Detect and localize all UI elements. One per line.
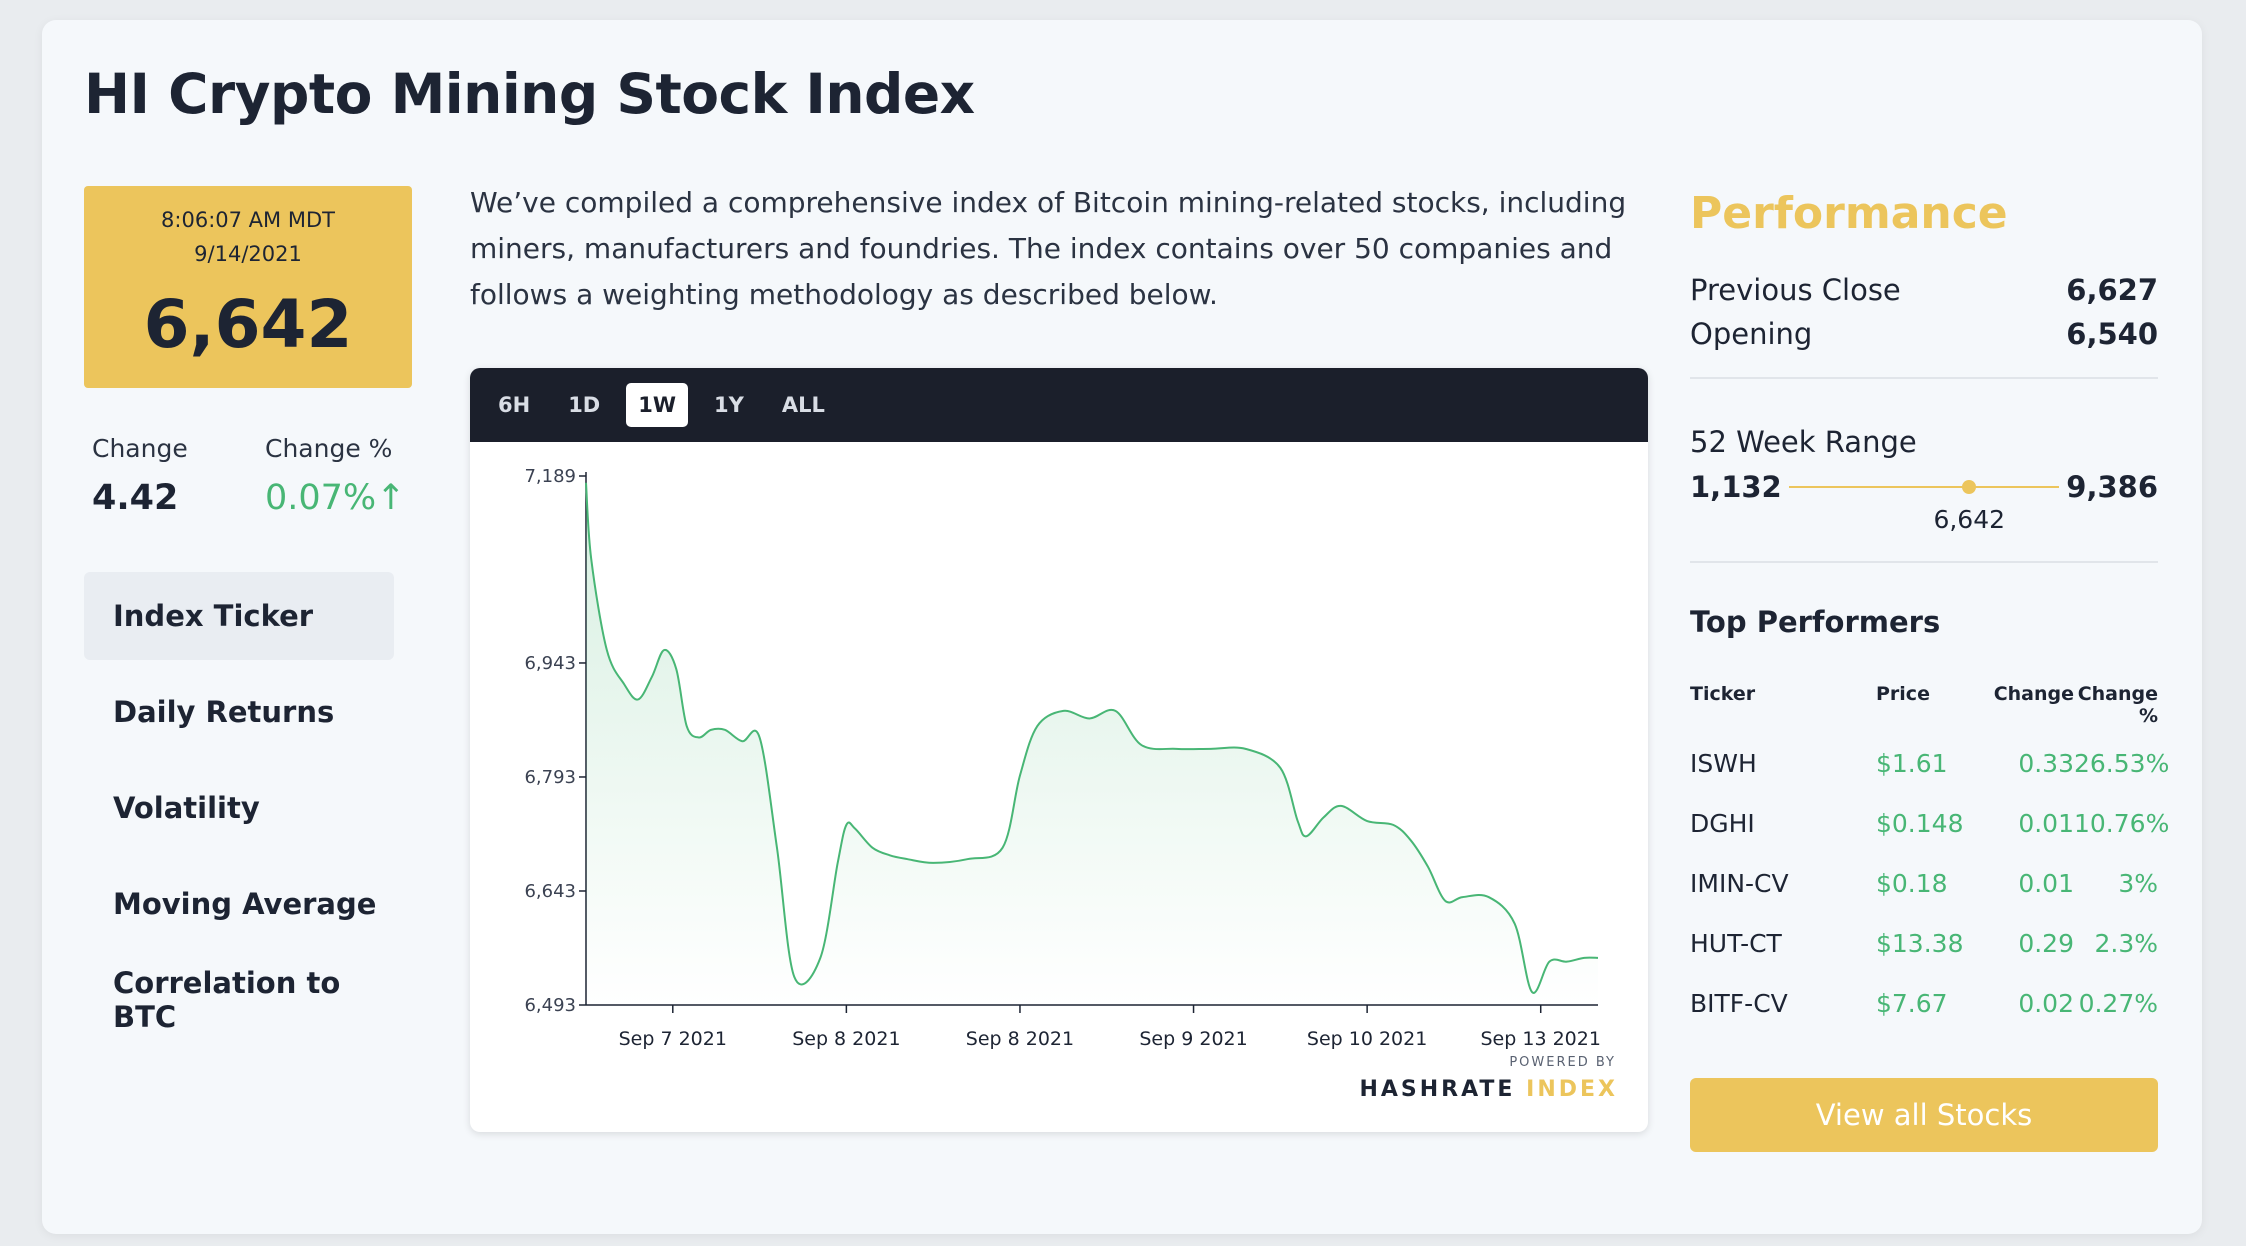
opening-row: Opening 6,540 [1690,317,2158,351]
change-cell: 0.33 [2018,748,2074,778]
y-tick-label: 6,643 [524,881,576,902]
range-low: 1,132 [1690,470,1782,504]
change-pct-cell: 0.27% [2078,988,2158,1018]
y-tick-label: 7,189 [524,466,576,487]
x-tick-label: Sep 8 2021 [966,1028,1074,1050]
change-cell: 0.02 [2018,988,2074,1018]
ticker-cell: IMIN-CV [1690,868,1789,898]
timeframe-1w-button[interactable]: 1W [626,383,689,427]
arrow-up-icon: ↑ [376,478,406,518]
col-ticker: Ticker [1690,683,1756,705]
powered-by-label: POWERED BY [1509,1055,1616,1070]
divider [1690,377,2158,379]
change-pct-text: 0.07% [265,478,377,518]
y-tick-label: 6,943 [524,653,576,674]
nav-item-index-ticker[interactable]: Index Ticker [84,572,394,660]
y-tick-label: 6,493 [524,995,576,1016]
chart-panel: 6H 1D 1W 1Y ALL 7,189 6,943 6,793 6,643 6,49… [470,368,1648,1132]
timeframe-1y-button[interactable]: 1Y [714,393,744,417]
change-pct-cell: 3% [2118,868,2158,898]
nav-item-volatility[interactable]: Volatility [113,791,260,825]
price-value: 6,642 [143,286,353,363]
x-tick-label: Sep 9 2021 [1139,1028,1247,1050]
timeframe-all-button[interactable]: ALL [781,393,825,417]
chart-series-line [585,482,1599,994]
timeframe-toolbar: 6H 1D 1W 1Y ALL [470,368,1648,442]
timeframe-6h-button[interactable]: 6H [498,393,531,417]
price-cell: $7.67 [1876,988,1948,1018]
x-tick-label: Sep 13 2021 [1481,1028,1601,1050]
price-date: 9/14/2021 [194,242,302,266]
timeframe-1d-button[interactable]: 1D [568,393,601,417]
range-marker [1962,480,1977,494]
performance-title: Performance [1690,188,2008,239]
chart-area-fill [586,482,1598,1005]
col-change-pct: Change % [2077,683,2158,727]
previous-close-value: 6,627 [2066,273,2158,307]
col-price: Price [1876,683,1930,705]
change-pct-value: 0.07%↑ [265,478,406,518]
previous-close-label: Previous Close [1690,273,1901,307]
ticker-cell: BITF-CV [1690,988,1788,1018]
range-high: 9,386 [2066,470,2158,504]
brand-main: HASHRATE [1359,1077,1516,1102]
table-row[interactable]: BITF-CV $7.67 0.02 0.27% [1690,973,2158,1033]
y-tick-label: 6,793 [524,767,576,788]
ticker-cell: ISWH [1690,748,1757,778]
ticker-cell: DGHI [1690,808,1755,838]
top-performers-header: Ticker Price Change Change % [1690,683,2158,727]
previous-close-row: Previous Close 6,627 [1690,273,2158,307]
nav-item-correlation-btc[interactable]: Correlation to BTC [113,966,341,1034]
index-description: We’ve compiled a comprehensive index of … [470,186,1627,311]
range-current: 6,642 [1933,505,2006,534]
chart-ticks: 7,189 6,943 6,793 6,643 6,493 Sep 7 2021 Sep 8… [524,466,1600,1050]
side-nav: Index Ticker Daily Returns Volatility Mo… [84,572,394,1052]
table-row[interactable]: IMIN-CV $0.18 0.01 3% [1690,853,2158,913]
change-cell: 0.29 [2018,928,2074,958]
performance-panel: Performance Previous Close 6,627 Opening… [1690,188,2170,1033]
index-chart[interactable]: 7,189 6,943 6,793 6,643 6,493 Sep 7 2021 Sep 8… [470,442,1648,1132]
top-performers-list: ISWH $1.61 0.33 26.53% DGHI $0.148 0.01 10.76% I… [1690,733,2170,1033]
change-label: Change [92,434,188,463]
price-cell: $0.18 [1876,868,1948,898]
current-price-box: 8:06:07 AM MDT 9/14/2021 6,642 [84,186,412,388]
ticker-cell: HUT-CT [1690,928,1782,958]
change-pct-cell: 10.76% [2074,808,2170,838]
change-value: 4.42 [92,478,179,518]
hashrate-index-logo: HASHRATE INDEX [1359,1077,1618,1102]
x-tick-label: Sep 10 2021 [1307,1028,1427,1050]
x-tick-label: Sep 7 2021 [619,1028,727,1050]
divider [1690,561,2158,563]
table-row[interactable]: ISWH $1.61 0.33 26.53% [1690,733,2170,793]
brand-accent: INDEX [1526,1077,1618,1102]
change-pct-cell: 2.3% [2094,928,2158,958]
view-all-stocks-button[interactable]: View all Stocks [1690,1078,2158,1152]
range-label-row: 52 Week Range [1690,425,2158,459]
opening-value: 6,540 [2066,317,2158,351]
change-pct-label: Change % [265,434,393,463]
col-change: Change [1993,683,2074,705]
page-title: HI Crypto Mining Stock Index [84,62,975,126]
index-card: HI Crypto Mining Stock Index 8:06:07 AM … [42,20,2202,1234]
table-row[interactable]: DGHI $0.148 0.01 10.76% [1690,793,2170,853]
nav-item-moving-average[interactable]: Moving Average [113,887,377,921]
opening-label: Opening [1690,317,1813,351]
change-pct-cell: 26.53% [2074,748,2170,778]
price-cell: $13.38 [1876,928,1964,958]
change-cell: 0.01 [2018,868,2074,898]
nav-item-daily-returns[interactable]: Daily Returns [113,695,335,729]
price-time: 8:06:07 AM MDT [161,208,335,232]
range-track [1789,486,2059,488]
range-label: 52 Week Range [1690,425,1917,459]
table-row[interactable]: HUT-CT $13.38 0.29 2.3% [1690,913,2158,973]
x-tick-label: Sep 8 2021 [792,1028,900,1050]
top-performers-title: Top Performers [1690,605,1941,639]
change-cell: 0.01 [2018,808,2074,838]
price-cell: $0.148 [1876,808,1964,838]
range-slider: 6,642 [1789,467,2059,534]
price-cell: $1.61 [1876,748,1948,778]
range-row: 1,132 6,642 9,386 [1690,467,2158,534]
